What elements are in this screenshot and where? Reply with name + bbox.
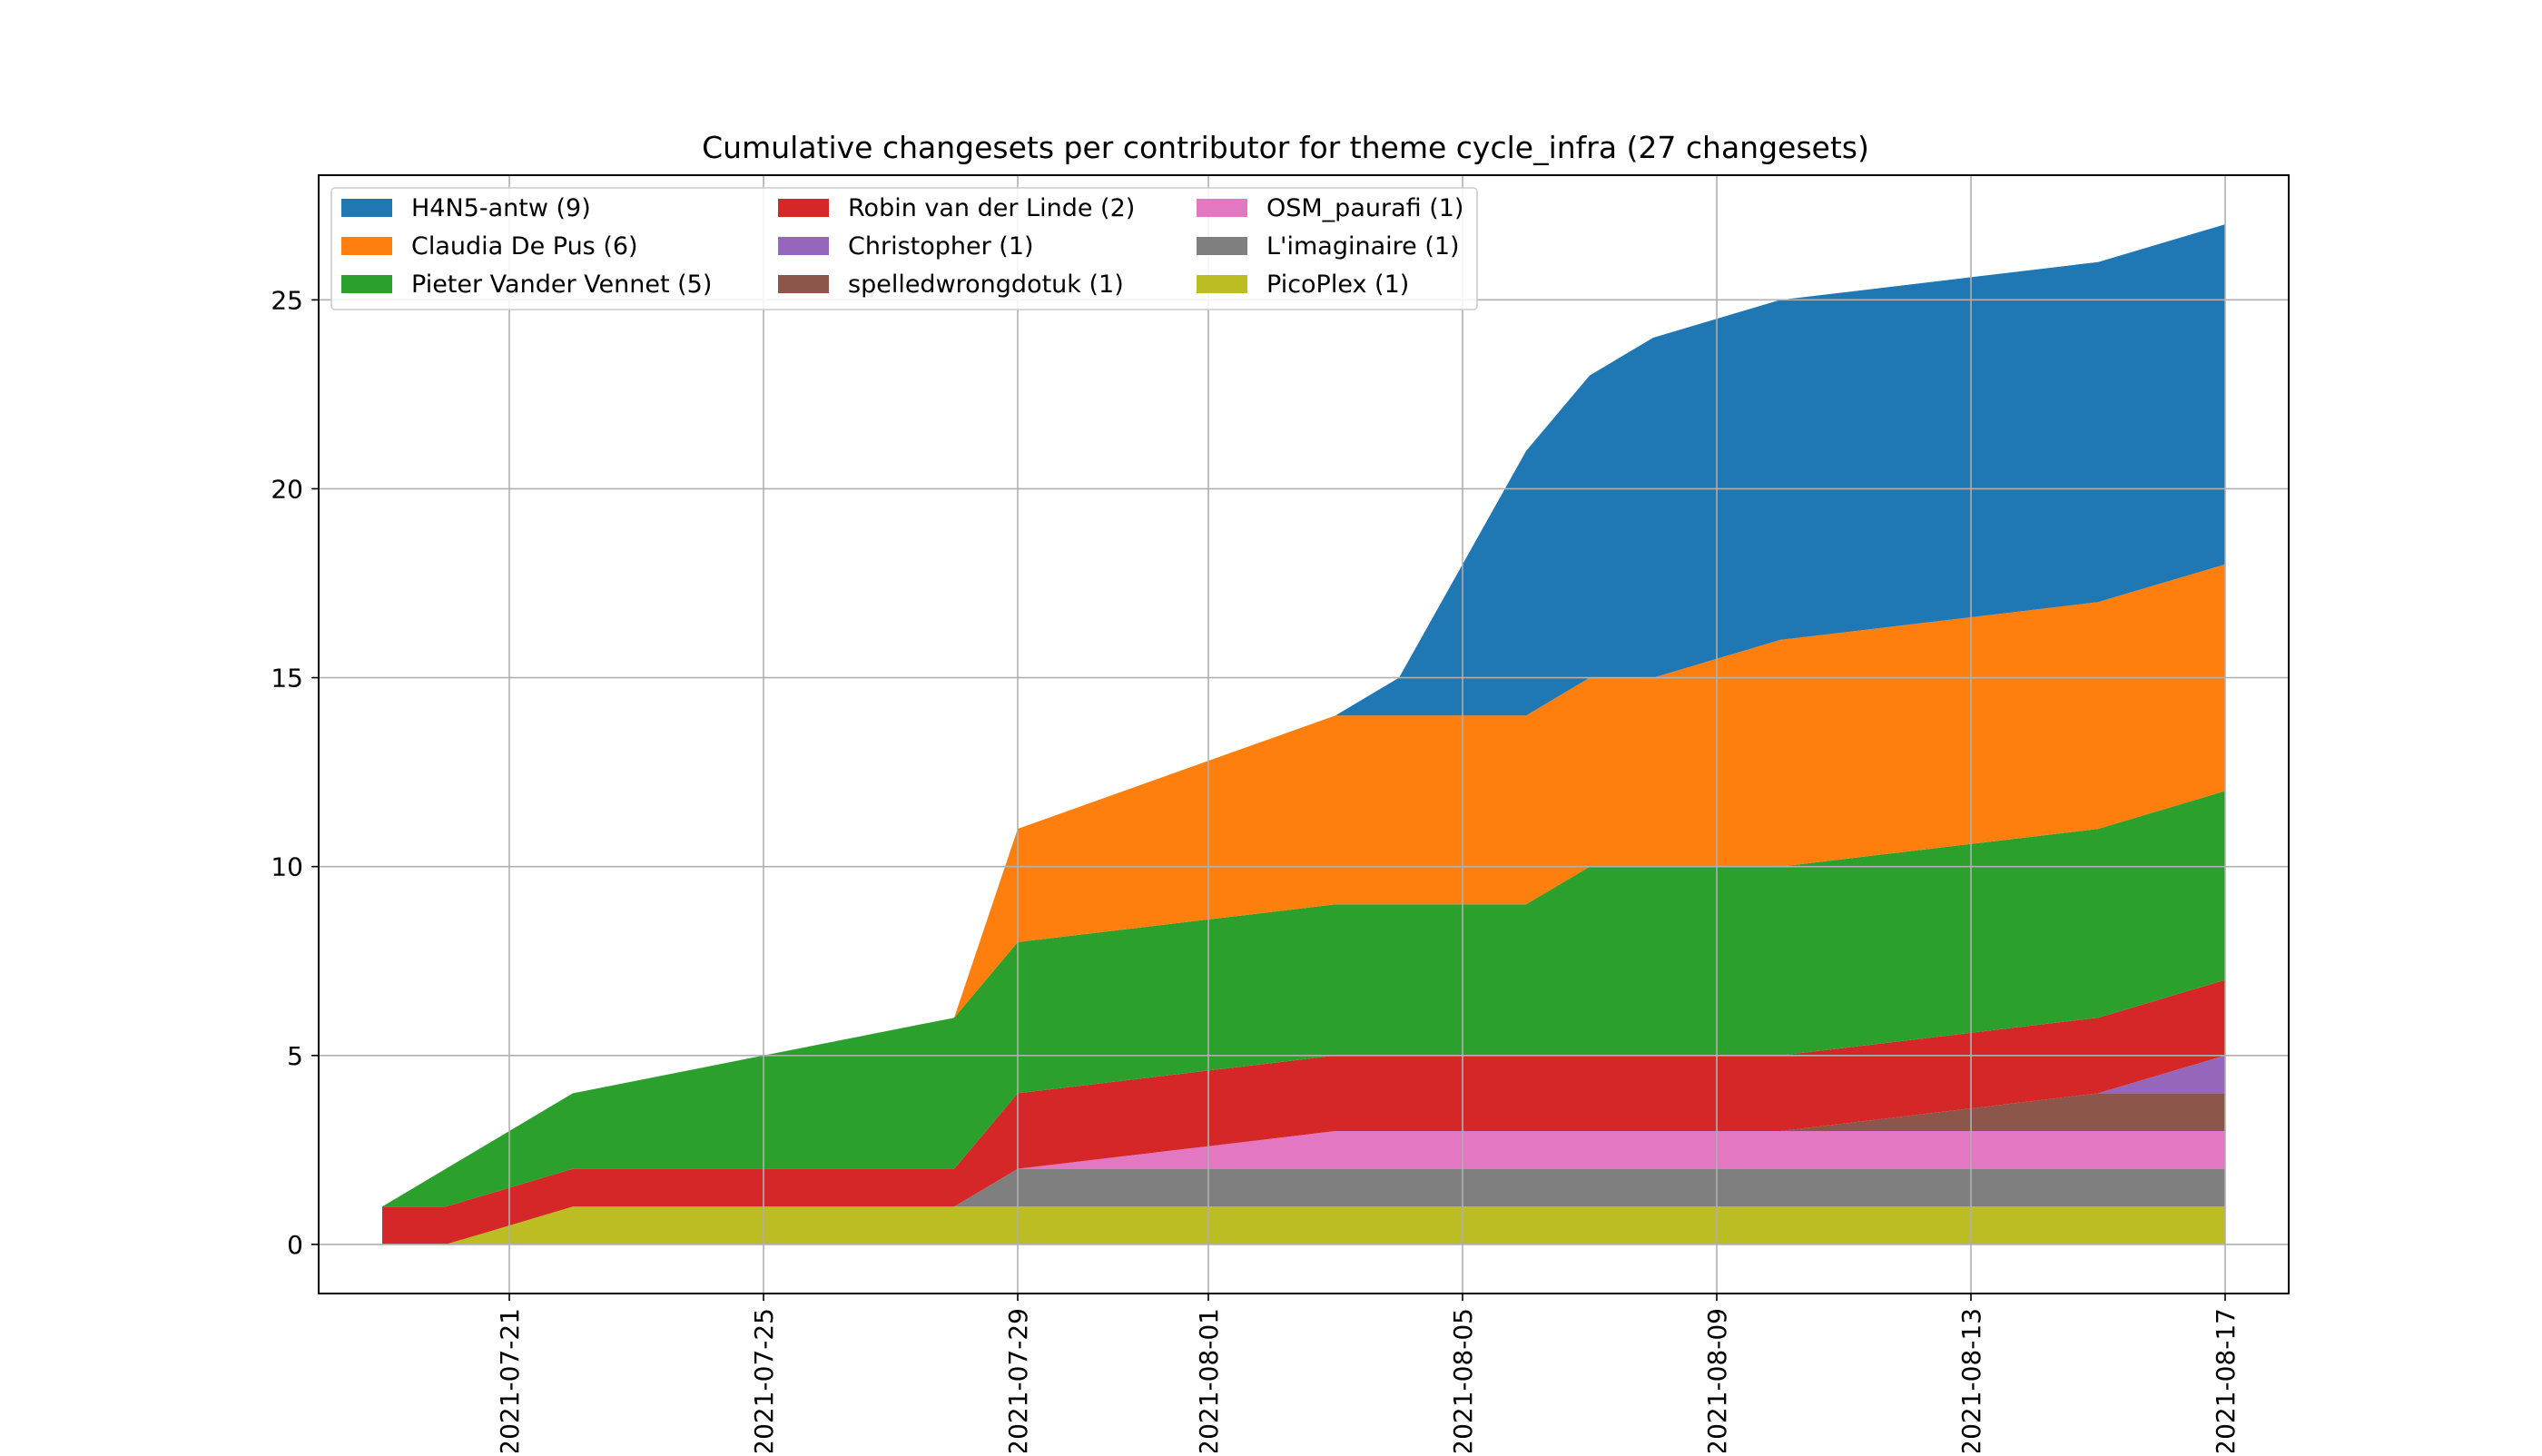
legend-label: Christopher (1) bbox=[848, 232, 1034, 261]
legend-swatch bbox=[341, 237, 392, 255]
area-robin-van-der-linde-2 bbox=[382, 979, 2225, 1244]
x-tick-label: 2021-07-25 bbox=[749, 1308, 779, 1452]
legend-label: PicoPlex (1) bbox=[1266, 271, 1409, 299]
legend-label: OSM_paurafi (1) bbox=[1266, 194, 1463, 222]
x-tick-label: 2021-07-29 bbox=[1003, 1308, 1033, 1452]
area-h4n5-antw-9 bbox=[382, 224, 2225, 1207]
x-tick-label: 2021-08-09 bbox=[1702, 1308, 1732, 1452]
legend-label: H4N5-antw (9) bbox=[411, 194, 591, 222]
y-tick-label: 0 bbox=[287, 1230, 303, 1260]
legend-label: spelledwrongdotuk (1) bbox=[848, 271, 1124, 299]
legend-swatch bbox=[778, 199, 829, 217]
y-tick-label: 15 bbox=[271, 664, 303, 694]
legend-label: L'imaginaire (1) bbox=[1266, 232, 1460, 261]
chart-title: Cumulative changesets per contributor fo… bbox=[702, 130, 1869, 165]
area-layer bbox=[382, 224, 2225, 1244]
legend-label: Robin van der Linde (2) bbox=[848, 194, 1135, 222]
legend-swatch bbox=[1197, 275, 1247, 293]
x-tick-label: 2021-08-17 bbox=[2211, 1308, 2241, 1452]
area-l-imaginaire-1 bbox=[382, 1168, 2225, 1244]
legend[interactable]: H4N5-antw (9) Claudia De Pus (6) Pieter Va… bbox=[330, 187, 1478, 310]
x-tick-label: 2021-08-01 bbox=[1194, 1308, 1224, 1452]
legend-label: Claudia De Pus (6) bbox=[411, 232, 638, 261]
legend-frame bbox=[330, 187, 1478, 310]
y-tick-label: 20 bbox=[271, 474, 303, 504]
x-tick-label: 2021-08-05 bbox=[1448, 1308, 1478, 1452]
y-axis: 0 5 10 15 20 25 bbox=[271, 285, 319, 1260]
area-pieter-vander-vennet-5 bbox=[382, 791, 2225, 1207]
area-spelledwrongdotuk-1 bbox=[382, 1093, 2225, 1244]
plot-frame bbox=[318, 174, 2290, 1294]
area-picoplex-1 bbox=[382, 1206, 2225, 1244]
area-osm-paurafi-1 bbox=[382, 1131, 2225, 1244]
y-tick-label: 25 bbox=[271, 285, 303, 315]
legend-swatch bbox=[341, 275, 392, 293]
legend-swatch bbox=[778, 237, 829, 255]
x-tick-label: 2021-08-13 bbox=[1956, 1308, 1986, 1452]
legend-label: Pieter Vander Vennet (5) bbox=[411, 271, 712, 299]
x-axis: 2021-07-21 2021-07-25 2021-07-29 2021-08-01… bbox=[495, 1294, 2241, 1456]
legend-swatch bbox=[1197, 199, 1247, 217]
legend-swatch bbox=[1197, 237, 1247, 255]
legend-swatch bbox=[778, 275, 829, 293]
x-tick-label: 2021-07-21 bbox=[495, 1308, 525, 1452]
y-tick-label: 10 bbox=[271, 852, 303, 882]
legend-swatch bbox=[341, 199, 392, 217]
area-claudia-de-pus-6 bbox=[382, 564, 2225, 1207]
y-tick-label: 5 bbox=[287, 1041, 303, 1071]
